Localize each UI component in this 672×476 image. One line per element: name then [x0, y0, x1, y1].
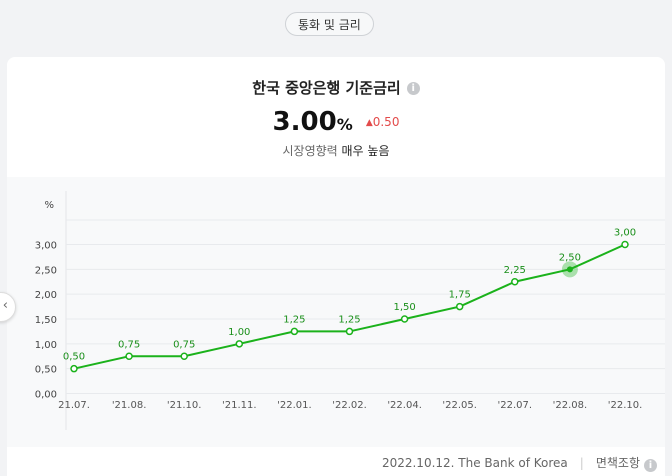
- data-label: 0,75: [118, 339, 140, 350]
- card-title: 한국 중앙은행 기준금리: [252, 79, 401, 97]
- data-label: 1,75: [449, 290, 471, 301]
- series-line: [73, 243, 626, 370]
- x-tick-label: '22.05.: [442, 400, 477, 411]
- data-point-highlight: [566, 266, 573, 273]
- disclaimer-link[interactable]: 면책조항: [595, 456, 640, 470]
- rate-unit: %: [336, 115, 353, 134]
- data-point: [400, 315, 409, 323]
- x-tick-label: '21.11.: [222, 400, 257, 411]
- x-tick-label: '22.02.: [332, 400, 367, 411]
- data-point: [511, 278, 519, 286]
- data-label: 1,25: [338, 314, 360, 325]
- footer-divider: |: [579, 456, 584, 470]
- rate-value: 3.00: [272, 107, 337, 137]
- y-unit-label: %: [44, 200, 54, 211]
- disclaimer-info-icon[interactable]: i: [644, 459, 657, 472]
- up-triangle-icon: ▲: [365, 118, 373, 128]
- y-tick-label: 2,00: [35, 290, 57, 301]
- data-label: 1,00: [228, 327, 250, 338]
- data-point: [621, 240, 629, 249]
- y-tick-label: 0,50: [35, 365, 57, 376]
- x-tick-label: '22.04.: [387, 400, 422, 411]
- data-label: 1,25: [283, 314, 305, 325]
- x-tick-label: 21.07.: [58, 400, 90, 411]
- data-label: 0,50: [63, 352, 85, 363]
- data-point: [290, 327, 299, 336]
- x-tick-label: '22.10.: [608, 400, 643, 411]
- x-tick-label: '21.10.: [167, 400, 202, 411]
- data-point: [70, 364, 78, 373]
- y-tick-label: 3,00: [35, 241, 57, 252]
- chart-footer: 2022.10.12. The Bank of Korea | 면책조항 i: [382, 454, 657, 472]
- data-label: 2,25: [504, 265, 526, 276]
- x-tick-label: '22.01.: [277, 400, 312, 411]
- source-date: 2022.10.12. The Bank of Korea: [381, 456, 568, 470]
- data-label: 0,75: [173, 339, 195, 350]
- rate-change-value: 0.50: [372, 115, 400, 129]
- y-tick-label: 0,00: [35, 390, 57, 401]
- y-tick-label: 1,50: [35, 315, 57, 326]
- data-label: 1,50: [393, 302, 415, 313]
- influence-level: 매우 높음: [341, 144, 390, 158]
- data-label: 2,50: [559, 252, 581, 263]
- y-tick-label: 1,00: [35, 340, 57, 351]
- y-tick-label: 2,50: [35, 265, 57, 276]
- data-label: 3,00: [614, 228, 636, 239]
- data-point: [235, 340, 244, 348]
- data-point: [125, 352, 133, 360]
- card-title-row: 한국 중앙은행 기준금리 i: [7, 77, 665, 98]
- line-chart: % 0,00 0,50 1,00 1,50 2,00 2,50 3,00 21.07. '21.0…: [35, 191, 665, 430]
- x-tick-label: '22.07.: [498, 400, 533, 411]
- x-tick-label: '22.08.: [553, 400, 588, 411]
- market-influence: 시장영향력 매우 높음: [7, 142, 665, 159]
- info-icon[interactable]: i: [406, 82, 420, 95]
- rate-change: ▲0.50: [366, 115, 400, 129]
- x-tick-label: '21.08.: [112, 400, 147, 411]
- rate-card: 한국 중앙은행 기준금리 i 3.00% ▲0.50 시장영향력 매우 높음 % 0…: [7, 57, 665, 476]
- rate-chart: % 0,00 0,50 1,00 1,50 2,00 2,50 3,00 21.07. '21.0…: [7, 177, 665, 447]
- data-point: [455, 302, 464, 311]
- data-point: [180, 352, 188, 360]
- category-tag[interactable]: 통화 및 금리: [285, 12, 374, 36]
- chevron-left-icon: ‹: [2, 298, 8, 313]
- influence-label: 시장영향력: [282, 144, 338, 158]
- data-point: [345, 327, 354, 336]
- rate-row: 3.00% ▲0.50: [7, 107, 665, 137]
